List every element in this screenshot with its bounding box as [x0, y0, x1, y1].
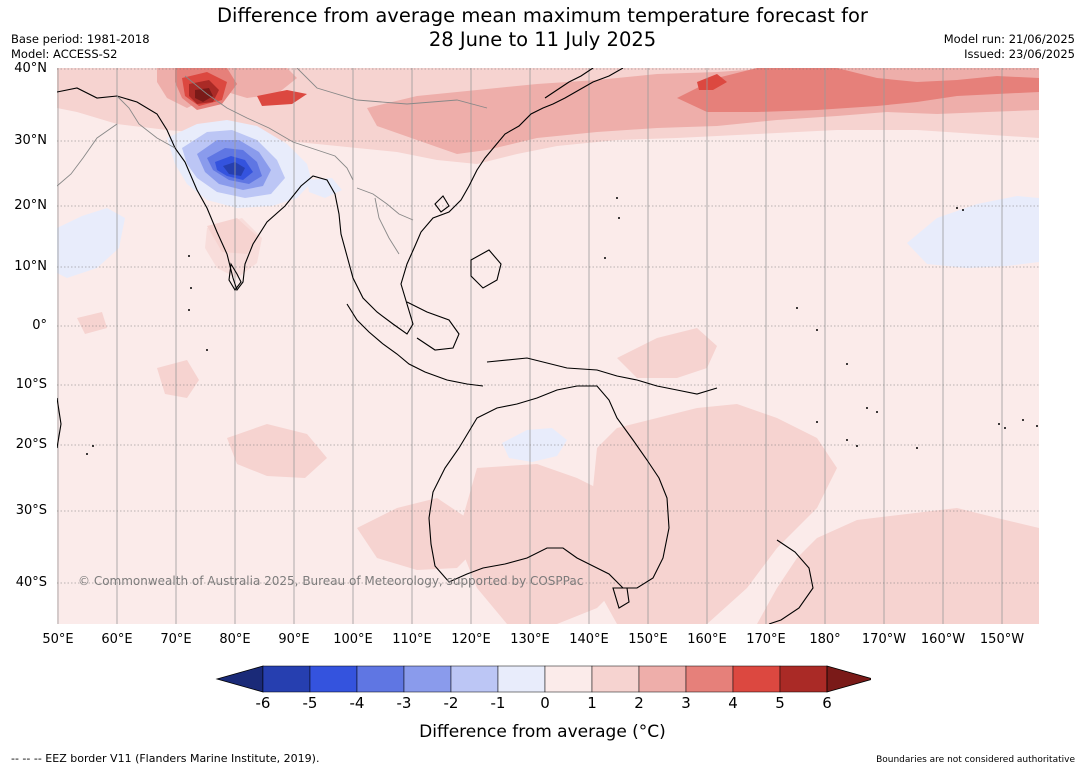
- colorbar-segment: [403, 665, 452, 693]
- colorbar-extend-high: [826, 665, 871, 693]
- lat-label: 10°S: [15, 377, 47, 392]
- lat-label: 20°S: [15, 437, 47, 452]
- colorbar-tick-label: -6: [255, 694, 271, 712]
- colorbar: [215, 665, 871, 693]
- meta-right: Model run: 21/06/2025 Issued: 23/06/2025: [944, 32, 1075, 62]
- colorbar-tick-label: 5: [775, 694, 785, 712]
- lon-label: 160°E: [687, 632, 727, 647]
- colorbar-extend-low: [215, 665, 264, 693]
- colorbar-segment: [638, 665, 687, 693]
- colorbar-segment: [309, 665, 358, 693]
- boundaries-disclaimer: Boundaries are not considered authoritat…: [876, 755, 1075, 765]
- colorbar-tick-label: 4: [728, 694, 738, 712]
- lon-label: 140°E: [569, 632, 609, 647]
- colorbar-segment: [544, 665, 593, 693]
- lon-label: 180°: [809, 632, 841, 647]
- model-run: Model run: 21/06/2025: [943, 32, 1075, 46]
- copyright-notice: © Commonwealth of Australia 2025, Bureau…: [78, 574, 584, 588]
- colorbar-segment: [356, 665, 405, 693]
- lon-label: 130°E: [510, 632, 550, 647]
- colorbar-segment: [779, 665, 828, 693]
- colorbar-tick-label: 1: [587, 694, 597, 712]
- colorbar-tick-label: 2: [634, 694, 644, 712]
- colorbar-tick-label: 0: [540, 694, 550, 712]
- map-svg: [57, 68, 1039, 624]
- colorbar-tick-label: 3: [681, 694, 691, 712]
- lon-label: 70°E: [160, 632, 192, 647]
- colorbar-label: Difference from average (°C): [419, 722, 666, 742]
- lat-label: 40°N: [14, 61, 47, 76]
- lon-label: 50°E: [42, 632, 74, 647]
- lat-label: 30°S: [15, 503, 47, 518]
- colorbar-segment: [497, 665, 546, 693]
- lat-label: 10°N: [14, 259, 47, 274]
- colorbar-segment: [685, 665, 734, 693]
- lon-label: 60°E: [101, 632, 133, 647]
- colorbar-segment: [450, 665, 499, 693]
- base-period: Base period: 1981-2018: [11, 32, 150, 46]
- colorbar-tick-label: -5: [302, 694, 318, 712]
- colorbar-tick-label: 6: [822, 694, 832, 712]
- map-panel: [57, 68, 1039, 624]
- colorbar-segment: [732, 665, 781, 693]
- lon-label: 120°E: [451, 632, 491, 647]
- colorbar-tick-label: -4: [349, 694, 365, 712]
- lon-label: 80°E: [219, 632, 251, 647]
- lat-label: 0°: [32, 318, 47, 333]
- lon-label: 100°E: [333, 632, 373, 647]
- eez-legend: -- -- -- EEZ border V11 (Flanders Marine…: [11, 752, 320, 765]
- lat-label: 20°N: [14, 198, 47, 213]
- model-name: Model: ACCESS-S2: [11, 47, 118, 61]
- colorbar-segment: [591, 665, 640, 693]
- lon-label: 170°E: [746, 632, 786, 647]
- lat-label: 30°N: [14, 133, 47, 148]
- colorbar-tick-label: -2: [443, 694, 459, 712]
- lon-label: 160°W: [920, 632, 966, 647]
- colorbar-tick-label: -1: [490, 694, 506, 712]
- lon-label: 170°W: [861, 632, 907, 647]
- meta-left: Base period: 1981-2018 Model: ACCESS-S2: [11, 32, 150, 62]
- lon-label: 90°E: [278, 632, 310, 647]
- map-title: Difference from average mean maximum tem…: [217, 4, 868, 51]
- colorbar-tick-label: -3: [396, 694, 412, 712]
- lon-label: 150°W: [979, 632, 1025, 647]
- lon-label: 110°E: [392, 632, 432, 647]
- lat-label: 40°S: [15, 575, 47, 590]
- issued-date: Issued: 23/06/2025: [964, 47, 1075, 61]
- lon-label: 150°E: [628, 632, 668, 647]
- colorbar-segment: [262, 665, 311, 693]
